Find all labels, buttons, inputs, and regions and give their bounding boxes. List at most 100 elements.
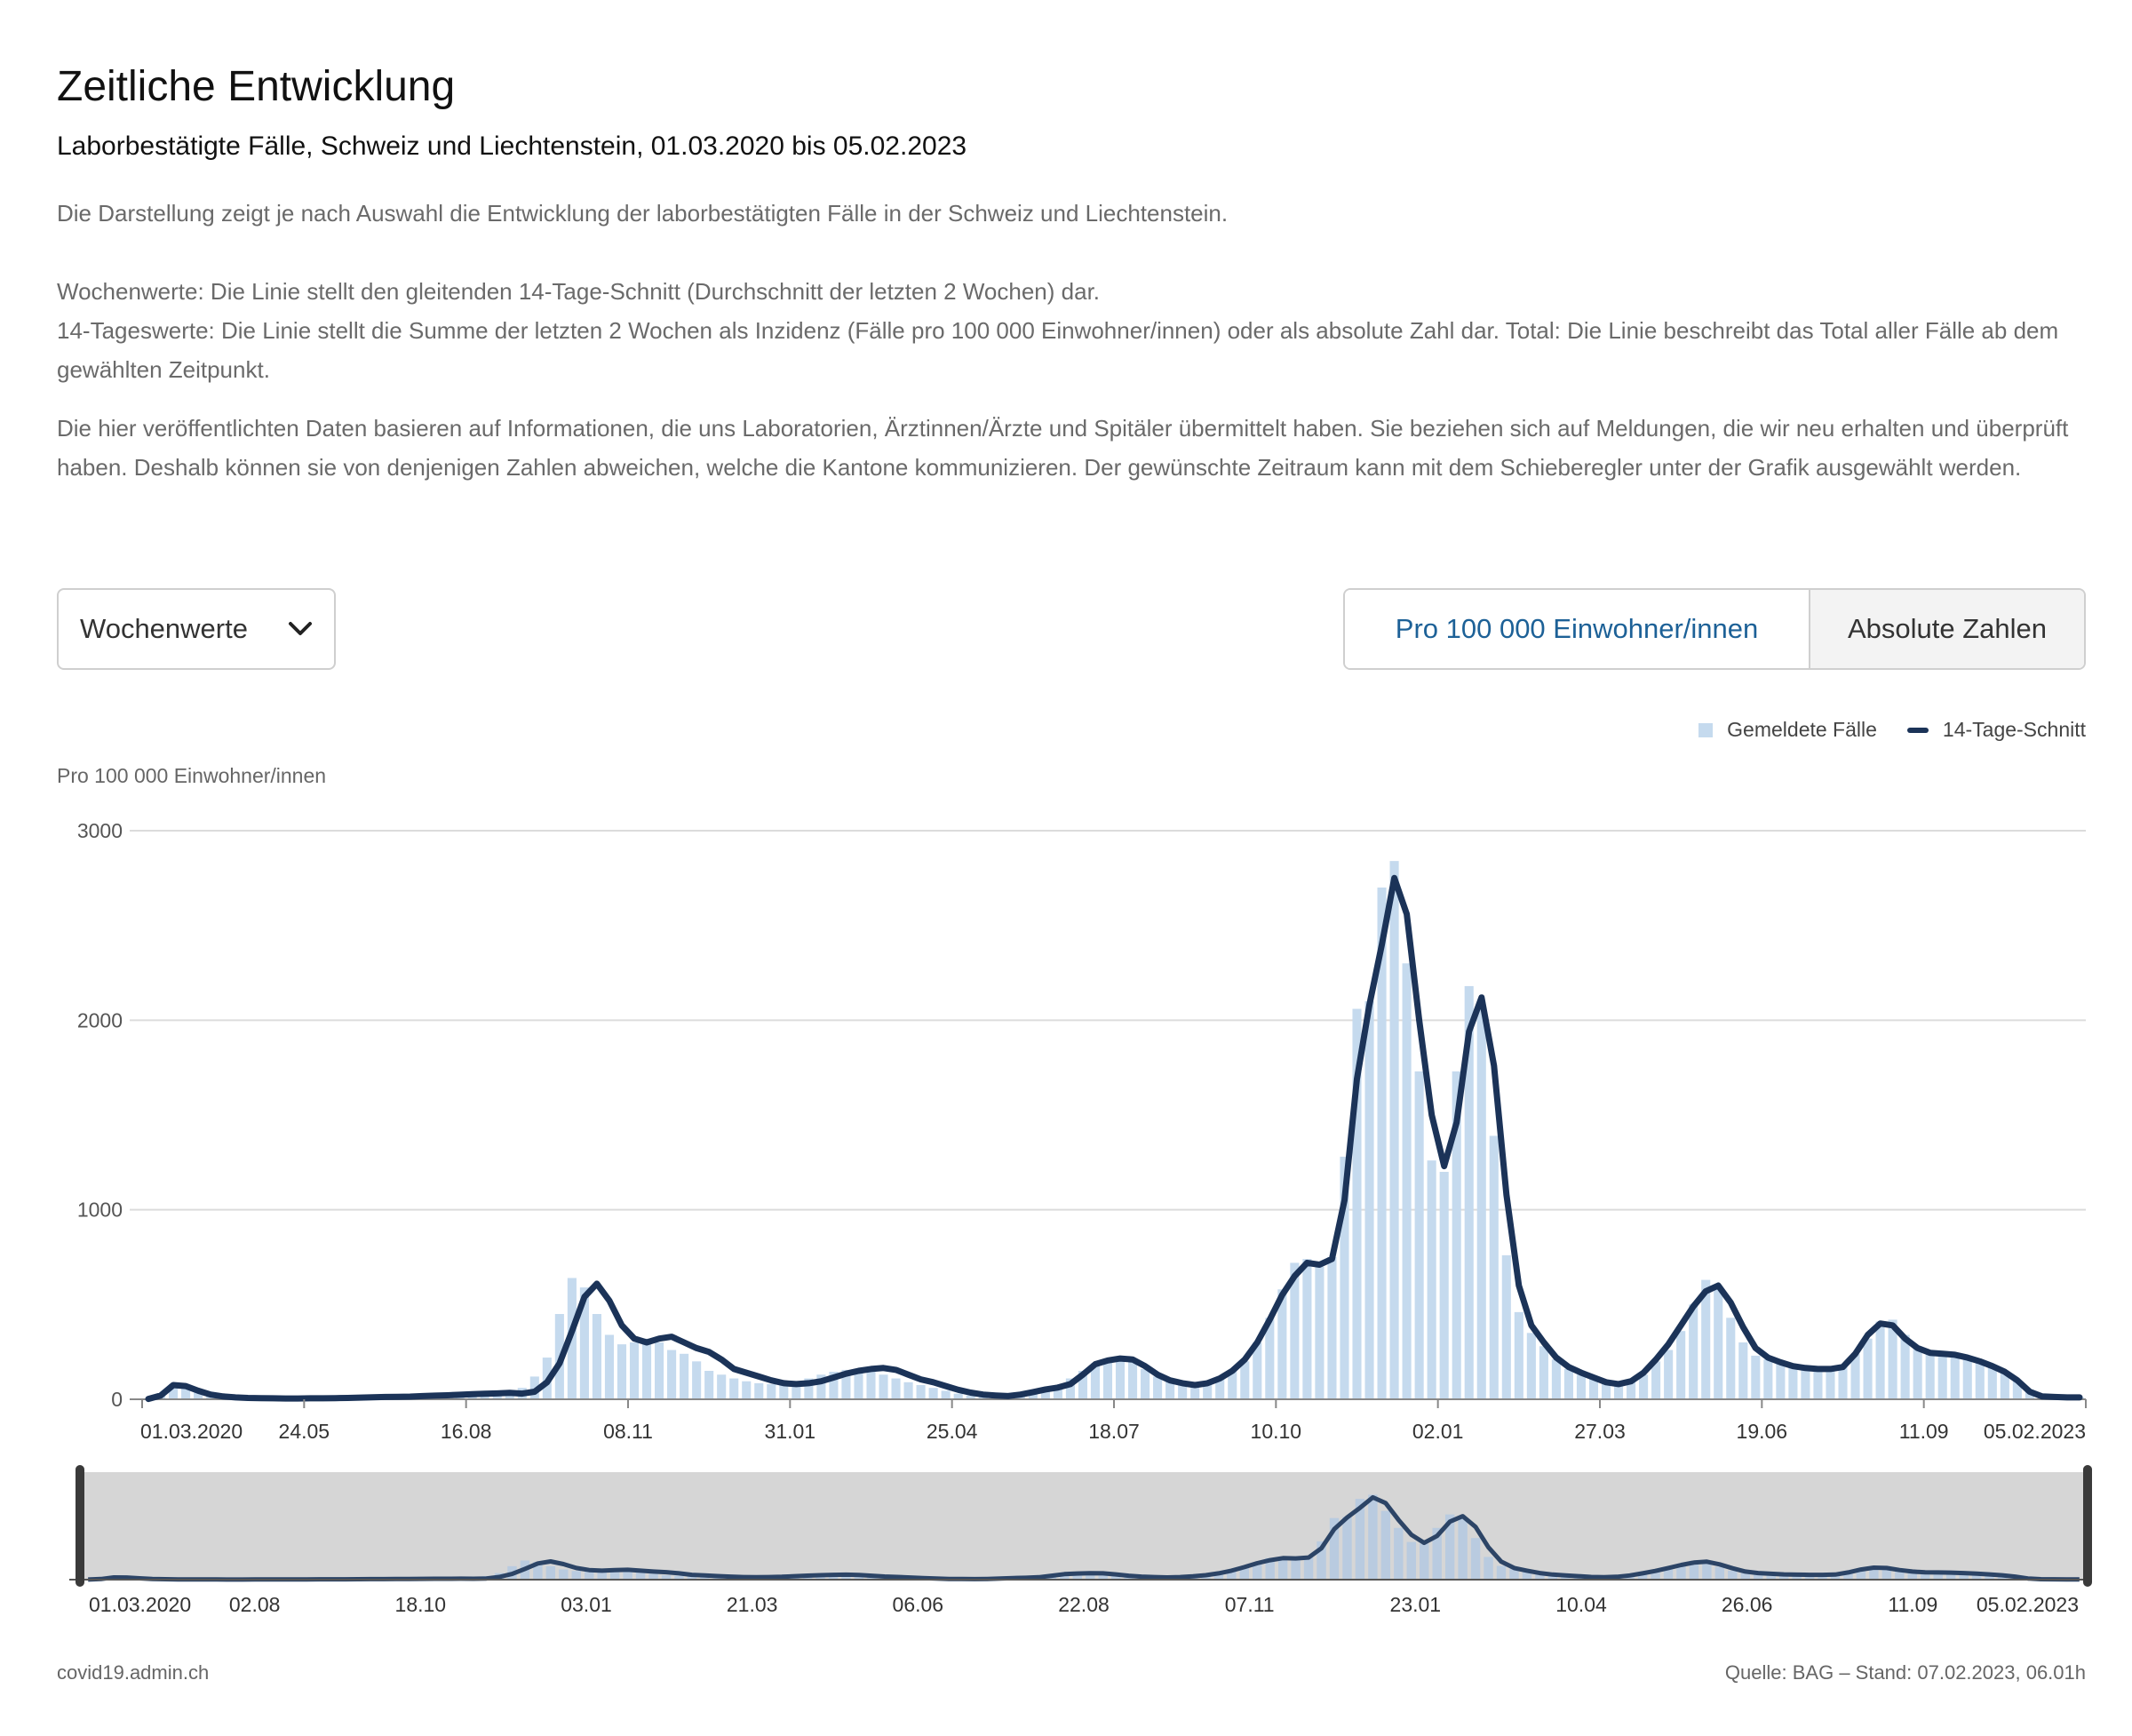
legend-item-line[interactable]: 14-Tage-Schnitt <box>1906 718 2086 742</box>
bar-weekly-cases <box>829 1372 839 1399</box>
navigator-bar <box>1072 1573 1082 1580</box>
bar-weekly-cases <box>1290 1262 1300 1399</box>
x-tick-label: 18.07 <box>1088 1420 1140 1443</box>
bar-weekly-cases <box>1588 1378 1599 1399</box>
x-tick-label: 25.04 <box>927 1420 978 1443</box>
x-tick-label: 05.02.2023 <box>1984 1420 2086 1443</box>
bar-weekly-cases <box>953 1393 963 1399</box>
legend-line-label: 14-Tage-Schnitt <box>1942 718 2086 741</box>
bar-weekly-cases <box>1751 1355 1761 1399</box>
footer-source-note: Quelle: BAG – Stand: 07.02.2023, 06.01h <box>1724 1661 2086 1684</box>
bar-weekly-cases <box>941 1390 951 1399</box>
navigator-bar <box>1843 1572 1853 1580</box>
navigator-bar <box>661 1574 672 1580</box>
navigator-bar <box>828 1574 839 1580</box>
bar-weekly-cases <box>1639 1374 1649 1399</box>
navigator-bar <box>854 1576 864 1580</box>
navigator-bar <box>1754 1573 1763 1580</box>
bar-weekly-cases <box>1900 1334 1910 1399</box>
bar-weekly-cases <box>742 1381 752 1399</box>
bar-weekly-cases <box>629 1342 640 1399</box>
toggle-absolute-button[interactable]: Absolute Zahlen <box>1810 590 2084 668</box>
navigator-bar <box>1484 1557 1493 1580</box>
period-select-value: Wochenwerte <box>80 613 248 644</box>
bar-weekly-cases <box>1153 1376 1163 1399</box>
bar-weekly-cases <box>1826 1368 1835 1399</box>
navigator-bar <box>597 1570 607 1580</box>
navigator-bar <box>1778 1573 1789 1580</box>
bar-weekly-cases <box>1315 1266 1325 1399</box>
bar-weekly-cases <box>879 1374 888 1399</box>
bar-weekly-cases <box>1863 1338 1873 1399</box>
bar-weekly-cases <box>1689 1304 1698 1399</box>
bar-weekly-cases <box>1551 1359 1561 1399</box>
navigator-tick-label: 01.03.2020 <box>89 1593 191 1616</box>
navigator-bar <box>571 1571 581 1580</box>
brush-handle-left[interactable] <box>76 1465 84 1587</box>
bar-weekly-cases <box>754 1382 764 1399</box>
bar-weekly-cases <box>1427 1160 1436 1399</box>
bar-weekly-cases <box>841 1369 851 1399</box>
navigator-bar <box>1060 1573 1070 1580</box>
navigator-selection <box>82 1472 2086 1580</box>
bar-weekly-cases <box>1888 1319 1897 1399</box>
bar-weekly-cases <box>1340 1156 1349 1399</box>
bar-weekly-cases <box>1913 1346 1922 1399</box>
bar-weekly-cases <box>1090 1363 1101 1399</box>
navigator-bar <box>1406 1541 1416 1580</box>
bar-weekly-cases <box>1838 1366 1848 1399</box>
navigator-bar <box>1098 1573 1108 1580</box>
bar-weekly-cases <box>2012 1380 2022 1399</box>
period-select[interactable]: Wochenwerte <box>57 588 336 670</box>
navigator-bar <box>1329 1517 1340 1580</box>
navigator-bar <box>1110 1574 1121 1580</box>
bar-weekly-cases <box>2000 1373 2009 1399</box>
bar-weekly-cases <box>1277 1289 1287 1399</box>
bar-weekly-cases <box>692 1361 702 1399</box>
bar-weekly-cases <box>617 1344 627 1399</box>
bar-weekly-cases <box>1190 1385 1200 1399</box>
toggle-per-100k-button[interactable]: Pro 100 000 Einwohner/innen <box>1345 590 1810 668</box>
bar-weekly-cases <box>1327 1257 1337 1399</box>
navigator-bar <box>1239 1566 1249 1580</box>
description-intro: Die Darstellung zeigt je nach Auswahl di… <box>57 200 1229 227</box>
bar-weekly-cases <box>767 1383 776 1399</box>
bar-weekly-cases <box>1514 1311 1523 1399</box>
bar-weekly-cases <box>604 1334 615 1399</box>
navigator-bar <box>1380 1510 1391 1580</box>
navigator-tick-label: 10.04 <box>1555 1593 1607 1616</box>
bar-weekly-cases <box>1962 1358 1972 1399</box>
bar-weekly-cases <box>1302 1259 1312 1399</box>
bar-weekly-cases <box>792 1381 801 1399</box>
x-tick-label: 24.05 <box>279 1420 330 1443</box>
bar-weekly-cases <box>1053 1385 1062 1399</box>
navigator-bar <box>1766 1573 1776 1580</box>
y-tick-label: 1000 <box>77 1198 123 1222</box>
navigator-bar <box>687 1576 697 1580</box>
bar-weekly-cases <box>655 1342 664 1399</box>
bar-weekly-cases <box>1651 1361 1661 1399</box>
bar-weekly-cases <box>1040 1389 1050 1399</box>
y-axis-label: Pro 100 000 Einwohner/innen <box>57 764 327 787</box>
brush-handle-right[interactable] <box>2083 1465 2092 1587</box>
navigator-bar <box>1317 1541 1326 1580</box>
navigator-bar <box>1663 1568 1674 1580</box>
bar-weekly-cases <box>1439 1172 1449 1399</box>
navigator-tick-label: 18.10 <box>395 1593 447 1616</box>
navigator-bar <box>1740 1573 1750 1580</box>
navigator-bar <box>1830 1574 1841 1580</box>
bar-weekly-cases <box>1240 1361 1250 1399</box>
footer-source-site: covid19.admin.ch <box>57 1661 210 1684</box>
navigator-bar <box>623 1572 632 1580</box>
bar-weekly-cases <box>1165 1381 1175 1399</box>
bar-weekly-cases <box>1813 1368 1823 1399</box>
description-weekly: Wochenwerte: Die Linie stellt den gleite… <box>57 278 1101 305</box>
navigator-tick-label: 06.06 <box>893 1593 944 1616</box>
bar-weekly-cases <box>1402 963 1412 1399</box>
legend-item-bars[interactable]: Gemeldete Fälle <box>1698 718 1877 742</box>
bar-weekly-cases <box>1714 1287 1723 1399</box>
bar-weekly-cases <box>1115 1358 1126 1399</box>
navigator-bar <box>1676 1565 1686 1580</box>
